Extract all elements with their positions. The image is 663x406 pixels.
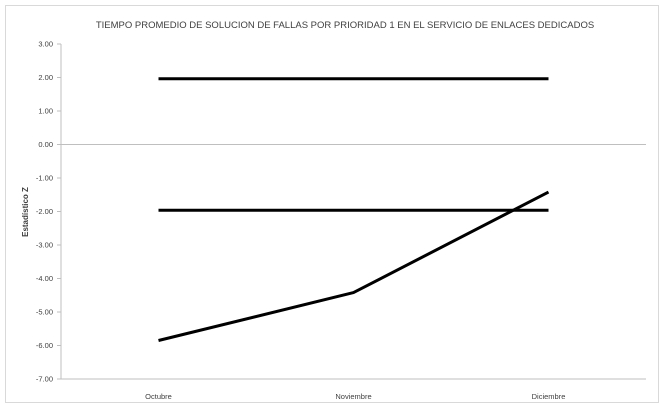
y-tick-label: -6.00 xyxy=(36,341,53,350)
series-line-3 xyxy=(158,190,550,342)
y-tick-label: -5.00 xyxy=(36,308,53,317)
x-tick-label: Diciembre xyxy=(532,392,566,401)
y-tick-labels: 3.00 2.00 1.00 0.00 -1.00 -2.00 -3.00 -4.00 -5.0… xyxy=(36,40,61,384)
y-tick-label: 0.00 xyxy=(38,140,53,149)
x-tick-labels: Octubre Noviembre Diciembre xyxy=(145,392,565,401)
series-layer xyxy=(158,77,550,342)
y-tick-label: -1.00 xyxy=(36,174,53,183)
chart-title: TIEMPO PROMEDIO DE SOLUCION DE FALLAS PO… xyxy=(96,20,594,31)
x-tick-label: Noviembre xyxy=(335,392,371,401)
y-tick-label: 3.00 xyxy=(38,40,53,49)
chart-area: TIEMPO PROMEDIO DE SOLUCION DE FALLAS PO… xyxy=(5,5,659,403)
y-tick-label: -7.00 xyxy=(36,375,53,384)
y-tick-label: 1.00 xyxy=(38,107,53,116)
x-tick-label: Octubre xyxy=(145,392,172,401)
y-tick-label: 2.00 xyxy=(38,73,53,82)
y-tick-label: -2.00 xyxy=(36,207,53,216)
y-tick-label: -3.00 xyxy=(36,241,53,250)
y-axis-label: Estadístico Z xyxy=(21,187,30,237)
y-tick-label: -4.00 xyxy=(36,274,53,283)
line-chart: TIEMPO PROMEDIO DE SOLUCION DE FALLAS PO… xyxy=(21,20,646,401)
